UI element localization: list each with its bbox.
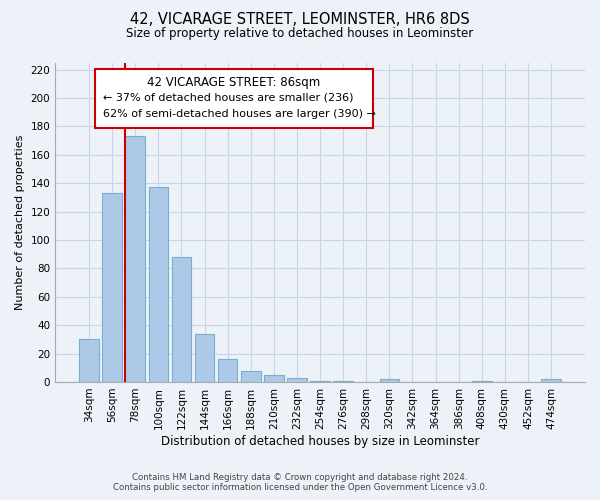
Text: 42, VICARAGE STREET, LEOMINSTER, HR6 8DS: 42, VICARAGE STREET, LEOMINSTER, HR6 8DS (130, 12, 470, 28)
Bar (195, 334, 214, 382)
FancyBboxPatch shape (95, 69, 373, 128)
Bar (218, 359, 238, 382)
Y-axis label: Number of detached properties: Number of detached properties (15, 134, 25, 310)
Bar (264, 375, 284, 382)
Text: Contains HM Land Registry data © Crown copyright and database right 2024.
Contai: Contains HM Land Registry data © Crown c… (113, 473, 487, 492)
Text: ← 37% of detached houses are smaller (236): ← 37% of detached houses are smaller (23… (103, 93, 353, 103)
Bar (310, 380, 330, 382)
Bar (79, 340, 99, 382)
Bar (541, 379, 561, 382)
Bar (149, 188, 168, 382)
Bar (125, 136, 145, 382)
Bar (472, 380, 491, 382)
Text: 42 VICARAGE STREET: 86sqm: 42 VICARAGE STREET: 86sqm (148, 76, 320, 89)
Text: 62% of semi-detached houses are larger (390) →: 62% of semi-detached houses are larger (… (103, 109, 376, 119)
Bar (380, 379, 399, 382)
Text: Size of property relative to detached houses in Leominster: Size of property relative to detached ho… (127, 28, 473, 40)
Bar (172, 257, 191, 382)
Bar (287, 378, 307, 382)
Bar (103, 193, 122, 382)
Bar (334, 380, 353, 382)
Bar (241, 370, 260, 382)
X-axis label: Distribution of detached houses by size in Leominster: Distribution of detached houses by size … (161, 434, 479, 448)
